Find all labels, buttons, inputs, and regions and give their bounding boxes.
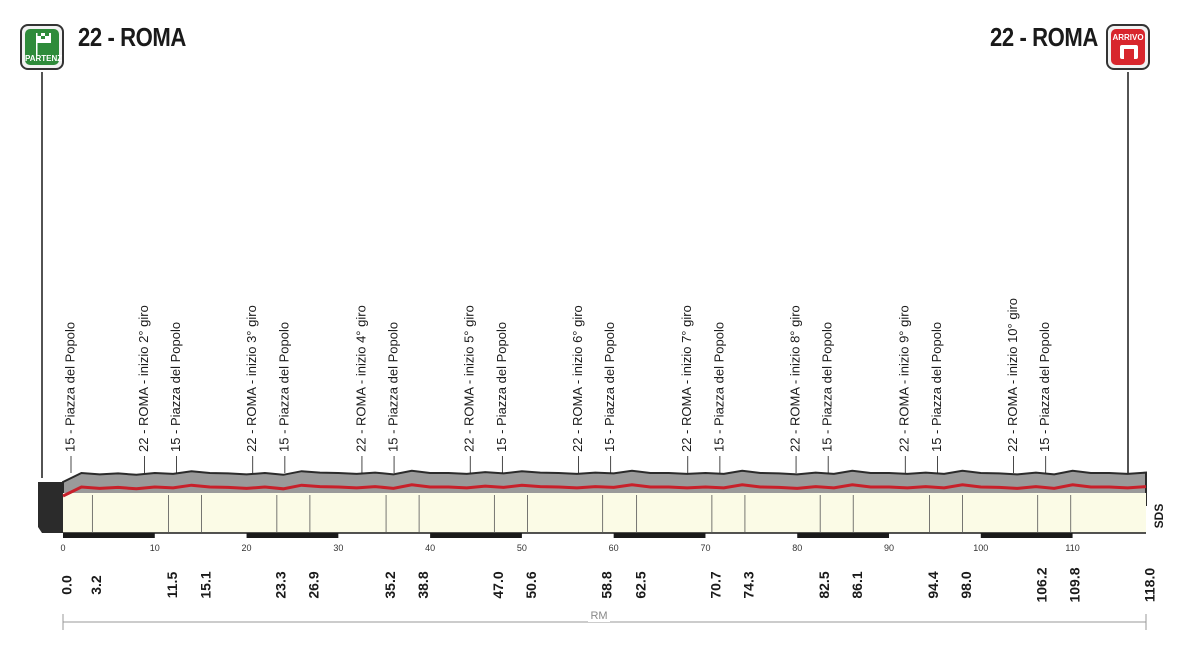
sds-label: SDS	[1152, 504, 1166, 529]
km-marker-label: 15.1	[197, 571, 213, 598]
km-marker-label: 23.3	[273, 571, 289, 598]
point-label: 22 - ROMA - inizio 7° giro	[679, 305, 694, 452]
km-marker-label: 94.4	[925, 571, 941, 598]
km-marker-label: 106.2	[1033, 567, 1049, 602]
km-marker-label: 86.1	[849, 571, 865, 598]
point-label: 22 - ROMA - inizio 8° giro	[787, 305, 802, 452]
x-tick-label: 60	[609, 543, 619, 553]
km-marker-label: 98.0	[958, 571, 974, 598]
point-label: 15 - Piazza del Popolo	[494, 322, 509, 452]
point-label: 22 - ROMA - inizio 9° giro	[897, 305, 912, 452]
point-label: 15 - Piazza del Popolo	[168, 322, 183, 452]
scale-bar-segment	[246, 533, 339, 538]
x-tick-label: 70	[700, 543, 710, 553]
km-marker-label: 118.0	[1142, 568, 1158, 602]
x-tick-label: 10	[150, 543, 160, 553]
km-marker-label: 35.2	[382, 571, 398, 598]
x-tick-label: 0	[60, 543, 65, 553]
scale-bar-segment	[980, 533, 1073, 538]
finish-title: 22 - ROMA	[990, 22, 1098, 52]
x-tick-label: 30	[333, 543, 343, 553]
point-label: 22 - ROMA - inizio 6° giro	[570, 305, 585, 452]
start-badge-label: PARTENZA	[25, 54, 64, 63]
x-tick-label: 90	[884, 543, 894, 553]
x-tick-label: 110	[1065, 543, 1079, 553]
start-flag-icon: PARTENZA	[20, 24, 64, 70]
point-label: 15 - Piazza del Popolo	[386, 322, 401, 452]
km-marker-label: 38.8	[415, 571, 431, 598]
point-label: 15 - Piazza del Popolo	[276, 322, 291, 452]
point-label: 22 - ROMA - inizio 3° giro	[244, 305, 259, 452]
point-label: 15 - Piazza del Popolo	[602, 322, 617, 452]
scale-bar-segment	[63, 533, 155, 538]
point-label: 15 - Piazza del Popolo	[1037, 322, 1052, 452]
km-marker-label: 26.9	[306, 571, 322, 598]
rm-bg	[588, 608, 610, 622]
km-marker-label: 11.5	[164, 572, 180, 599]
point-label: 22 - ROMA - inizio 4° giro	[353, 305, 368, 452]
point-label: 15 - Piazza del Popolo	[62, 322, 77, 452]
finish-badge-label: ARRIVO	[1112, 33, 1144, 42]
x-tick-label: 20	[242, 543, 252, 553]
point-label: 22 - ROMA - inizio 2° giro	[136, 305, 151, 452]
point-label: 22 - ROMA - inizio 5° giro	[462, 305, 477, 452]
km-marker-label: 47.0	[490, 571, 506, 598]
point-label: 15 - Piazza del Popolo	[711, 322, 726, 452]
point-label: 22 - ROMA - inizio 10° giro	[1005, 298, 1020, 452]
profile-base	[63, 493, 1146, 533]
km-marker-label: 74.3	[741, 571, 757, 598]
start-title: 22 - ROMA	[78, 22, 186, 52]
km-marker-label: 3.2	[88, 575, 104, 595]
km-marker-label: 58.8	[598, 571, 614, 598]
rm-label: RM	[590, 610, 607, 622]
scale-bar-segment	[613, 533, 706, 538]
km-marker-label: 82.5	[816, 571, 832, 598]
x-tick-label: 100	[973, 543, 988, 553]
profile-left-edge	[38, 482, 63, 533]
x-tick-label: 80	[792, 543, 802, 553]
finish-arch-icon: ARRIVO	[1106, 24, 1150, 70]
point-label: 15 - Piazza del Popolo	[929, 322, 944, 452]
km-marker-label: 70.7	[708, 571, 724, 598]
profile-road-line	[62, 483, 1147, 498]
x-tick-label: 50	[517, 543, 527, 553]
scale-bar-segment	[797, 533, 890, 538]
km-marker-label: 0.0	[59, 575, 75, 595]
km-marker-label: 62.5	[632, 571, 648, 598]
point-label: 15 - Piazza del Popolo	[820, 322, 835, 452]
scale-bar-segment	[430, 533, 522, 538]
km-marker-label: 50.6	[523, 571, 539, 598]
km-marker-label: 109.8	[1066, 567, 1082, 602]
x-tick-label: 40	[425, 543, 435, 553]
